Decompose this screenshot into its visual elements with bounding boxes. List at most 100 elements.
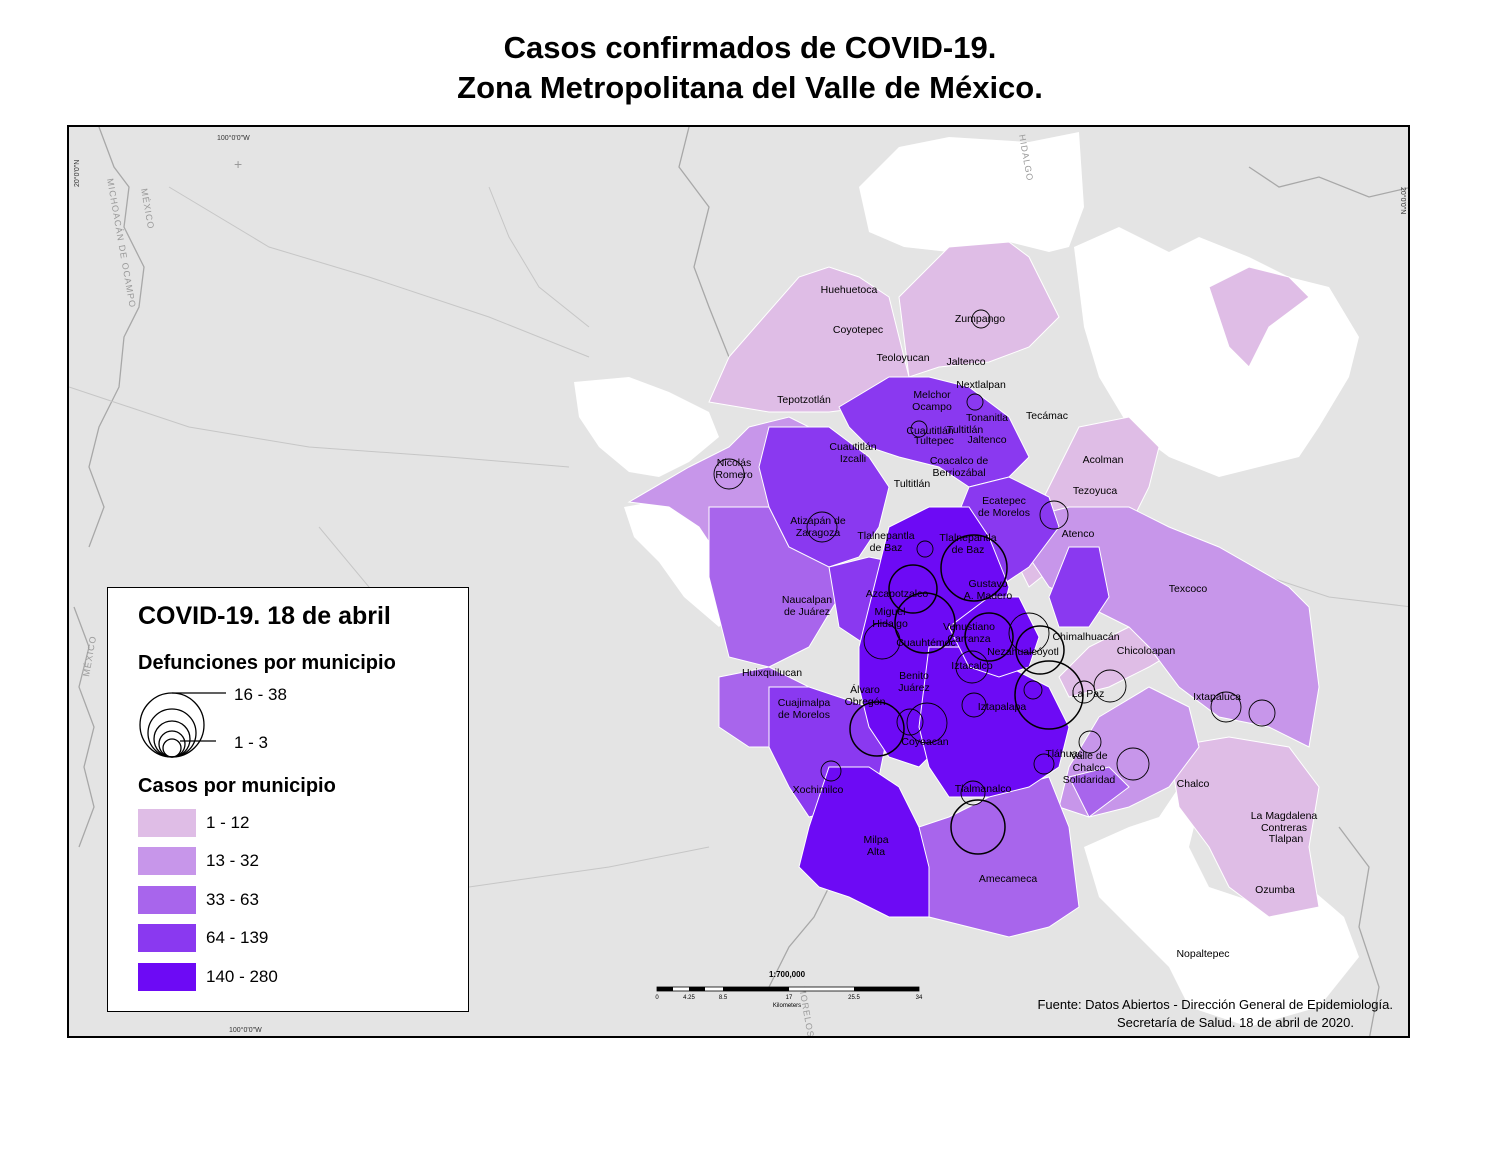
municipality-label: Huixquilucan <box>742 667 802 679</box>
municipality-label: Jaltenco <box>946 356 985 368</box>
death-circle[interactable] <box>806 511 838 543</box>
municipality-region[interactable] <box>798 766 930 918</box>
death-circle[interactable] <box>910 420 928 438</box>
death-circle[interactable] <box>849 701 905 757</box>
death-circle[interactable] <box>966 393 984 411</box>
municipality-label: Nopaltepec <box>1176 948 1229 960</box>
municipality-region[interactable] <box>708 266 910 413</box>
municipality-label: Miguel Hidalgo <box>872 606 908 630</box>
death-circle[interactable] <box>960 780 986 806</box>
graticule-lon-bottom: 100°0'0"W <box>229 1026 262 1034</box>
scale-tick-label: 0 <box>655 995 659 1001</box>
death-circle[interactable] <box>964 612 1014 662</box>
death-circle[interactable] <box>1015 625 1065 675</box>
graticule-lat-left: 20°0'0"N <box>73 160 81 187</box>
scale-tick-label: 4.25 <box>683 995 695 1001</box>
municipality-label: Tecámac <box>1026 410 1068 422</box>
death-circle[interactable] <box>713 458 745 490</box>
municipality-region[interactable] <box>758 426 890 568</box>
municipality-label: Zumpango <box>955 313 1005 325</box>
scale-tick-label: 25.5 <box>848 995 860 1001</box>
municipality-label: Amecameca <box>979 873 1038 885</box>
municipality-label: Cuautitlán Izcalli <box>829 441 876 465</box>
municipality-label: Tultepec <box>914 435 954 447</box>
death-circle[interactable] <box>863 622 901 660</box>
legend-box: COVID-19. 18 de abril Defunciones por mu… <box>107 587 469 1012</box>
municipality-label: Atenco <box>1062 528 1095 540</box>
death-circle[interactable] <box>1008 612 1050 654</box>
municipality-label: Ecatepec de Morelos <box>978 495 1030 519</box>
graticule-lon-top: 100°0'0"W <box>217 134 250 142</box>
municipality-label: La Magdalena Contreras <box>1251 810 1318 834</box>
legend-deaths-min: 1 - 3 <box>234 733 269 752</box>
death-circle[interactable] <box>820 760 842 782</box>
municipality-label: Tepotzotlán <box>777 394 831 406</box>
legend-swatch-class-3 <box>138 886 196 914</box>
legend-title: COVID-19. 18 de abril <box>138 602 391 630</box>
municipality-region[interactable] <box>898 241 1060 378</box>
death-circle[interactable] <box>971 309 991 329</box>
legend-deaths-max: 16 - 38 <box>234 685 287 704</box>
death-circle[interactable] <box>1248 699 1276 727</box>
municipality-label: Atizapán de Zaragoza <box>790 515 846 539</box>
legend-class-5-label: 140 - 280 <box>206 967 278 986</box>
municipality-label: Tlalmanalco <box>955 783 1012 795</box>
municipality-label: Coacalco de Berriozábal <box>930 455 989 479</box>
death-circle[interactable] <box>1023 680 1043 700</box>
death-circle[interactable] <box>1210 691 1242 723</box>
municipality-label: Valle de Chalco Solidaridad <box>1063 750 1116 786</box>
death-circle[interactable] <box>1014 660 1084 730</box>
municipality-label: Gustavo A. Madero <box>964 578 1013 602</box>
death-circle[interactable] <box>950 799 1006 855</box>
basemap-lines <box>73 127 1408 1036</box>
legend-deaths-heading: Defunciones por municipio <box>138 652 396 674</box>
municipality-label: Jaltenco <box>967 434 1006 446</box>
scale-tick-label: 17 <box>786 995 793 1001</box>
death-circles <box>713 309 1276 855</box>
municipality-label: Acolman <box>1083 454 1124 466</box>
death-circle[interactable] <box>896 708 924 736</box>
legend-circle-symbol <box>139 692 226 758</box>
municipality-label: Nezahualcóyotl <box>987 646 1059 658</box>
death-circle[interactable] <box>1039 500 1069 530</box>
municipality-label: Tultitlán <box>894 478 931 490</box>
death-circle[interactable] <box>1116 747 1150 781</box>
death-circle[interactable] <box>888 564 938 614</box>
municipality-label: Tlalpan <box>1269 833 1304 845</box>
municipality-label: Tezoyuca <box>1073 485 1118 497</box>
municipality-label: Venustiano Carranza <box>943 621 995 645</box>
municipality-label: Benito Juárez <box>898 670 930 694</box>
death-circle[interactable] <box>906 702 948 744</box>
municipality-label: Xochimilco <box>793 784 844 796</box>
municipality-label: Chalco <box>1177 778 1210 790</box>
municipality-region[interactable] <box>1068 766 1130 818</box>
municipality-label: Huehuetoca <box>821 284 878 296</box>
source-line1: Fuente: Datos Abiertos - Dirección Gener… <box>1037 997 1393 1012</box>
municipality-region[interactable] <box>1048 546 1110 628</box>
death-circle[interactable] <box>916 540 934 558</box>
municipality-region[interactable] <box>1208 266 1310 368</box>
scale-tick-label: 8.5 <box>719 995 728 1001</box>
municipality-label: Iztacalco <box>951 660 993 672</box>
municipality-label: Tlalnepantla de Baz <box>939 532 996 556</box>
municipality-label: Tláhuac <box>1045 748 1082 760</box>
municipality-label: Nicolás Romero <box>715 457 753 481</box>
legend-cases-heading: Casos por municipio <box>138 775 336 797</box>
municipality-region[interactable] <box>1168 736 1320 918</box>
death-circle[interactable] <box>894 592 956 654</box>
municipality-label: Cuajimalpa de Morelos <box>778 697 831 721</box>
map-canvas[interactable]: Huehuetoca Coyotepec Zumpango Teoloyucan Jal… <box>69 127 1410 1038</box>
death-circle[interactable] <box>1033 753 1055 775</box>
municipality-label: Tlalnepantla de Baz <box>857 530 914 554</box>
death-circle[interactable] <box>961 692 987 718</box>
municipality-label: Naucalpan de Juárez <box>782 594 832 618</box>
basemap-label-mexico-top: MÉXICO <box>139 188 156 231</box>
death-circle[interactable] <box>1093 669 1127 703</box>
death-circle[interactable] <box>940 534 1008 602</box>
municipality-label: Tonanitla <box>966 412 1008 424</box>
death-circle[interactable] <box>1078 730 1102 754</box>
municipality-label: Álvaro Obregón <box>845 683 886 708</box>
municipality-region[interactable] <box>908 776 1080 938</box>
legend-class-1-label: 1 - 12 <box>206 813 250 832</box>
death-circle[interactable] <box>955 650 989 684</box>
